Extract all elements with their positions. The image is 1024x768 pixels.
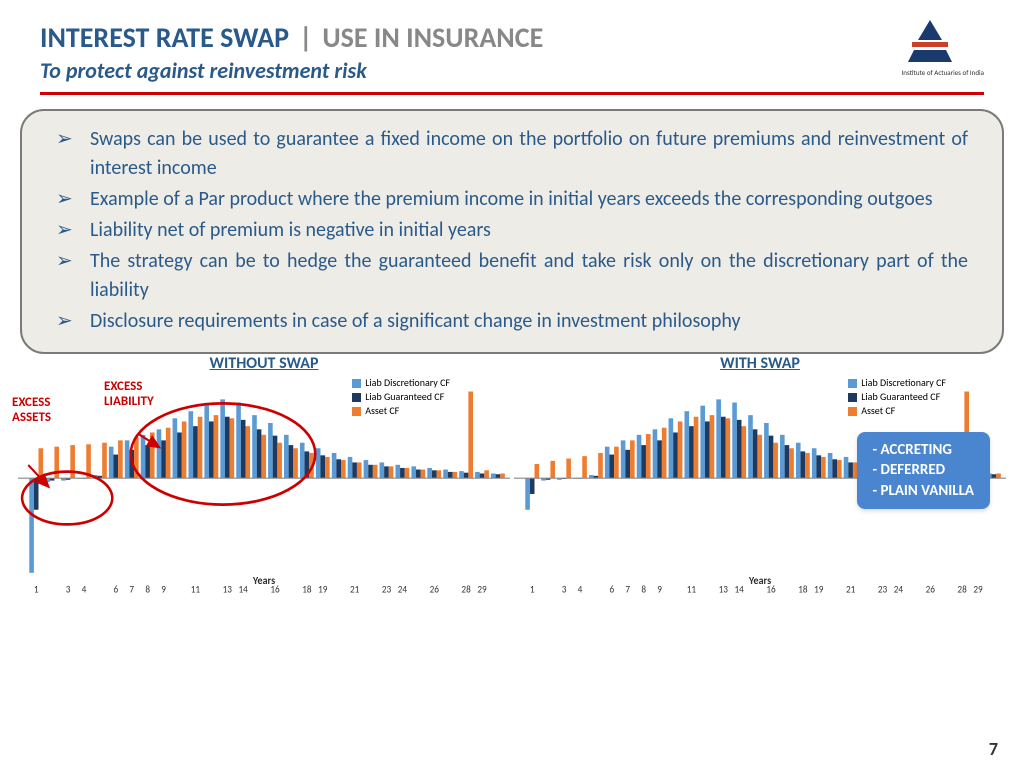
subtitle: To protect against reinvestment risk [40, 57, 984, 84]
svg-text:29: 29 [973, 583, 982, 595]
svg-text:4: 4 [82, 583, 87, 595]
svg-text:24: 24 [894, 583, 903, 595]
content-box: Swaps can be used to guarantee a fixed i… [20, 109, 1004, 354]
svg-text:13: 13 [719, 583, 728, 595]
bullet-item: Example of a Par product where the premi… [56, 185, 968, 214]
svg-text:28: 28 [957, 583, 966, 595]
svg-text:1: 1 [34, 583, 39, 595]
swap-types-callout: - ACCRETING- DEFERRED- PLAIN VANILLA [857, 432, 990, 509]
bullet-item: Disclosure requirements in case of a sig… [56, 307, 968, 336]
svg-text:23: 23 [382, 583, 391, 595]
svg-text:21: 21 [846, 583, 855, 595]
svg-text:14: 14 [239, 583, 248, 595]
svg-text:6: 6 [609, 583, 614, 595]
legend-item: Liab Discretionary CF [848, 376, 946, 390]
svg-text:24: 24 [398, 583, 407, 595]
legend-item: Liab Guaranteed CF [848, 390, 946, 404]
svg-text:7: 7 [625, 583, 630, 595]
svg-text:3: 3 [66, 583, 71, 595]
legend-item: Liab Discretionary CF [352, 376, 450, 390]
excess-liability-label: EXCESSLIABILITY [104, 380, 154, 410]
title-main: INTEREST RATE SWAP [40, 20, 289, 55]
header-region: INTEREST RATE SWAP | USE IN INSURANCE To… [0, 0, 1024, 95]
legend-item: Liab Guaranteed CF [352, 390, 450, 404]
excess-assets-label: EXCESSASSETS [12, 396, 51, 426]
svg-text:26: 26 [430, 583, 439, 595]
svg-text:9: 9 [657, 583, 662, 595]
svg-text:18: 18 [302, 583, 311, 595]
chart-without-swap: WITHOUT SWAP Liab Discretionary CFLiab G… [18, 354, 510, 597]
svg-text:29: 29 [477, 583, 486, 595]
logo-caption: Institute of Actuaries of India [902, 68, 985, 77]
svg-text:11: 11 [191, 583, 200, 595]
svg-text:1: 1 [530, 583, 535, 595]
chart-legend-left: Liab Discretionary CFLiab Guaranteed CFA… [352, 376, 450, 418]
svg-text:7: 7 [129, 583, 134, 595]
svg-text:26: 26 [926, 583, 935, 595]
svg-text:3: 3 [562, 583, 567, 595]
svg-text:8: 8 [145, 583, 150, 595]
logo-icon [902, 18, 958, 66]
title-line: INTEREST RATE SWAP | USE IN INSURANCE [40, 20, 984, 55]
page-number: 7 [989, 738, 998, 760]
bullet-item: Swaps can be used to guarantee a fixed i… [56, 125, 968, 183]
svg-text:23: 23 [878, 583, 887, 595]
legend-item: Asset CF [352, 404, 450, 418]
chart-legend-right: Liab Discretionary CFLiab Guaranteed CFA… [848, 376, 946, 418]
legend-item: Asset CF [848, 404, 946, 418]
svg-text:19: 19 [814, 583, 823, 595]
svg-text:8: 8 [641, 583, 646, 595]
chart-title-with: WITH SWAP [514, 354, 1006, 373]
svg-text:4: 4 [578, 583, 583, 595]
chart-title-without: WITHOUT SWAP [18, 354, 510, 373]
bullet-item: Liability net of premium is negative in … [56, 216, 968, 245]
svg-text:Years: Years [748, 573, 771, 586]
svg-text:13: 13 [223, 583, 232, 595]
title-separator: | [299, 20, 312, 55]
svg-text:11: 11 [687, 583, 696, 595]
svg-text:Years: Years [252, 573, 275, 586]
svg-text:21: 21 [350, 583, 359, 595]
bullet-list: Swaps can be used to guarantee a fixed i… [56, 125, 968, 336]
svg-text:14: 14 [735, 583, 744, 595]
title-sub: USE IN INSURANCE [322, 20, 543, 55]
svg-text:18: 18 [798, 583, 807, 595]
svg-text:9: 9 [161, 583, 166, 595]
svg-text:6: 6 [113, 583, 118, 595]
svg-text:19: 19 [318, 583, 327, 595]
logo: Institute of Actuaries of India [902, 18, 985, 77]
header-rule [40, 92, 984, 95]
svg-text:28: 28 [461, 583, 470, 595]
bullet-item: The strategy can be to hedge the guarant… [56, 247, 968, 305]
